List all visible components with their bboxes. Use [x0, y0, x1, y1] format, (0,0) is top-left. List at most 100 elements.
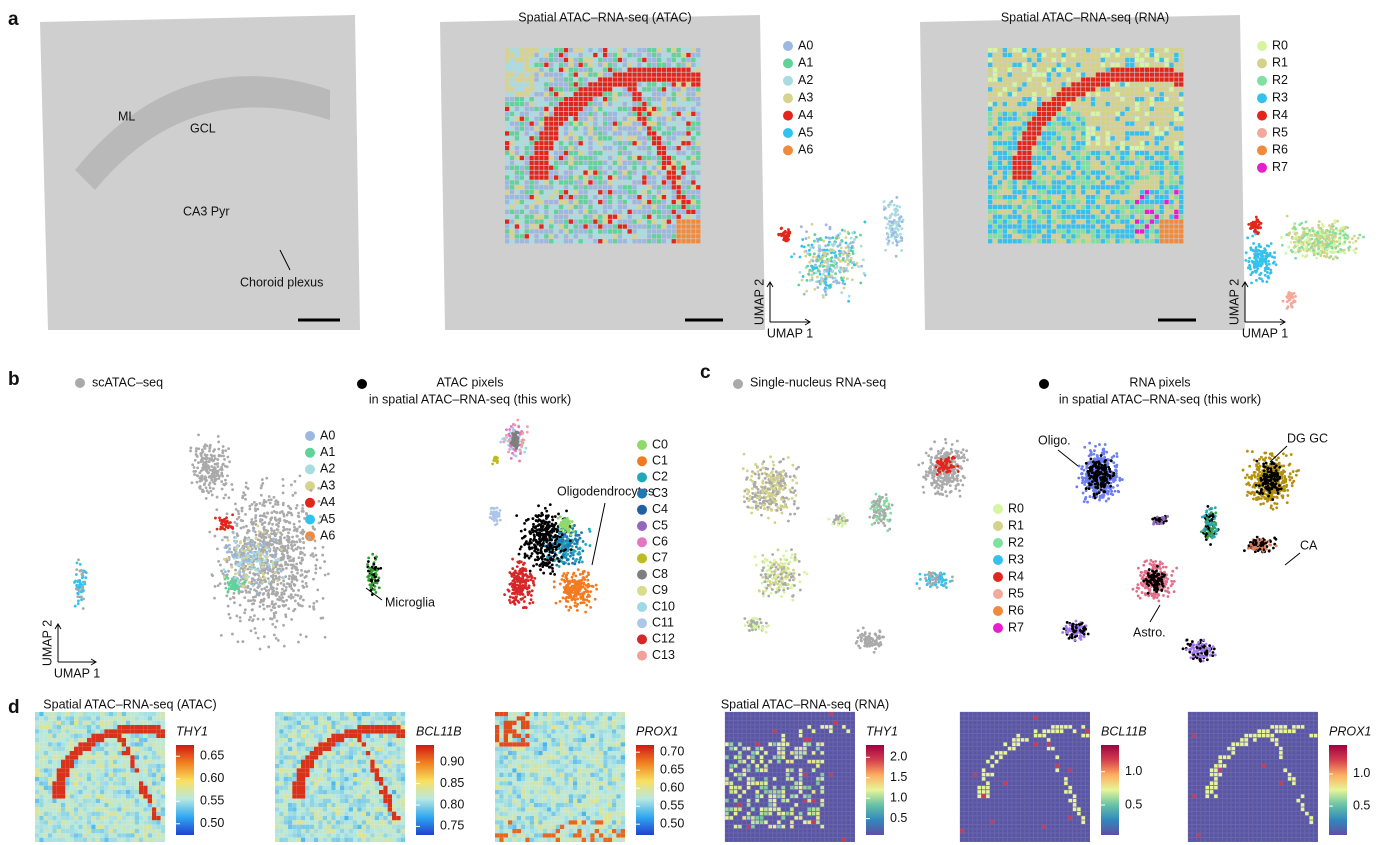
- pixel: [539, 97, 544, 102]
- pixel: [1032, 234, 1037, 239]
- pixel: [524, 234, 529, 239]
- pixel: [992, 67, 998, 72]
- pixel: [1120, 165, 1125, 170]
- pixel: [632, 185, 637, 190]
- cell-point: [265, 476, 269, 480]
- pixel: [1022, 195, 1027, 200]
- pixel: [1149, 234, 1154, 239]
- cell-point: [819, 277, 823, 280]
- pixel: [1081, 92, 1086, 97]
- pixel: [607, 209, 613, 214]
- pixel: [1012, 136, 1017, 141]
- pixel: [534, 97, 539, 102]
- pixel: [593, 92, 598, 97]
- pixel: [1139, 204, 1145, 210]
- pixel: [524, 146, 529, 151]
- pixel: [1061, 146, 1066, 151]
- pixel: [568, 48, 573, 53]
- pixel: [1105, 229, 1110, 234]
- pixel: [539, 165, 544, 170]
- pixel: [558, 185, 564, 190]
- cell-point: [1281, 299, 1285, 303]
- pixel: [1002, 146, 1007, 151]
- pixel: [593, 82, 598, 87]
- cell-point: [839, 259, 842, 263]
- cell-point: [1338, 229, 1342, 233]
- pixel: [1115, 199, 1120, 205]
- pixel: [1169, 67, 1174, 72]
- pixel: [1007, 92, 1012, 97]
- pixel: [661, 239, 667, 244]
- pixel: [647, 52, 652, 58]
- pixel: [1032, 136, 1037, 141]
- pixel: [568, 116, 573, 121]
- pixel: [691, 239, 696, 244]
- pixel: [1139, 229, 1145, 234]
- pixel: [652, 116, 657, 121]
- pixel: [1022, 106, 1027, 112]
- pixel: [1012, 229, 1017, 234]
- pixel: [554, 190, 559, 195]
- pixel: [1125, 106, 1130, 112]
- pixel: [666, 199, 671, 205]
- cell-point: [816, 258, 819, 262]
- cell-point: [1338, 242, 1342, 246]
- pixel: [539, 116, 544, 121]
- pixel: [997, 150, 1003, 156]
- pixel: [696, 185, 701, 190]
- pixel: [514, 155, 520, 161]
- pixel: [656, 101, 662, 107]
- pixel: [1169, 72, 1174, 77]
- pixel: [509, 48, 515, 53]
- pixel: [505, 185, 510, 190]
- cell-point: [1326, 247, 1330, 251]
- pixel: [1164, 160, 1169, 165]
- pixel: [1100, 190, 1105, 195]
- pixel: [1105, 77, 1110, 82]
- pixel: [1095, 224, 1101, 229]
- cell-point: [818, 282, 822, 286]
- cell-point: [1301, 236, 1304, 240]
- pixel: [1120, 219, 1125, 224]
- pixel: [593, 72, 598, 77]
- pixel: [603, 106, 608, 112]
- pixel: [1037, 155, 1042, 161]
- pixel: [1149, 136, 1154, 141]
- pixel: [514, 111, 520, 116]
- legend-label: C2: [652, 470, 668, 484]
- pixel: [1139, 87, 1145, 92]
- pixel: [681, 199, 686, 205]
- pixel: [992, 131, 998, 136]
- pixel: [1037, 126, 1042, 131]
- pixel: [1100, 82, 1105, 87]
- pixel: [539, 219, 544, 224]
- pixel: [632, 126, 637, 131]
- cell-point: [896, 213, 900, 217]
- pixel: [563, 116, 569, 121]
- pixel: [1076, 170, 1081, 175]
- pixel: [1032, 190, 1037, 195]
- pixel: [1100, 87, 1105, 92]
- pixel: [509, 146, 515, 151]
- pixel: [647, 195, 652, 200]
- pixel: [617, 67, 622, 72]
- pixel: [563, 190, 569, 195]
- pixel: [686, 219, 691, 224]
- pixel: [603, 204, 608, 210]
- pixel: [544, 180, 549, 185]
- pixel: [524, 116, 529, 121]
- pixel: [1174, 126, 1179, 131]
- pixel: [563, 209, 569, 214]
- pixel: [593, 87, 598, 92]
- pixel: [612, 214, 618, 219]
- pixel: [1149, 87, 1154, 92]
- cell-point: [301, 598, 305, 602]
- pixel: [997, 214, 1003, 219]
- pixel: [1154, 209, 1159, 214]
- legend-label: A4: [320, 495, 335, 509]
- cell-point: [838, 232, 842, 236]
- cell-point: [228, 616, 232, 620]
- pixel: [1144, 190, 1150, 195]
- pixel: [505, 126, 510, 131]
- pixel: [1095, 141, 1101, 146]
